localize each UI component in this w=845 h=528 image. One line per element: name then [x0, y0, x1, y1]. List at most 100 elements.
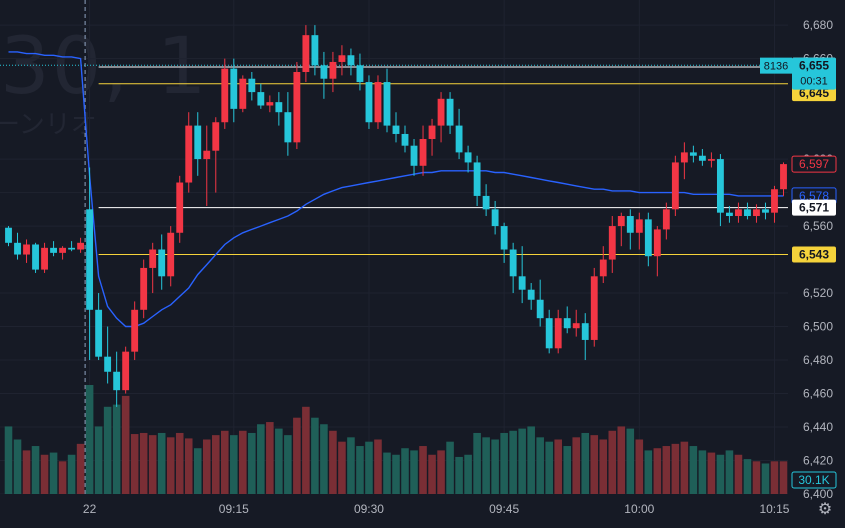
volume-bar [716, 454, 725, 494]
candle-body [257, 92, 265, 106]
candle-body [527, 289, 535, 300]
volume-bar [509, 430, 517, 494]
volume-bar [545, 441, 553, 494]
x-tick-label: 09:45 [489, 502, 519, 516]
last-price-countdown: 00:31 [800, 76, 828, 88]
candle-body [689, 152, 697, 156]
volume-bar [121, 395, 130, 494]
volume-bar [202, 439, 211, 494]
volume-bar [626, 428, 635, 494]
volume-bar [58, 461, 67, 494]
last-price-code-badge [760, 57, 792, 74]
volume-bar [572, 437, 581, 494]
candle-body [131, 309, 139, 352]
volume-bar [743, 459, 752, 494]
candle-body [185, 125, 193, 183]
volume-bar [184, 438, 193, 494]
candle-body [284, 112, 292, 143]
volume-bar [725, 450, 734, 494]
volume-bar [536, 437, 544, 494]
candle-body [671, 162, 679, 210]
volume-bar [752, 461, 761, 494]
candle-body [95, 309, 103, 357]
candle-body [383, 82, 391, 126]
candle-body [644, 219, 652, 257]
candle-body [293, 72, 301, 143]
price-label-text: 6,597 [799, 157, 829, 171]
volume-bar [689, 446, 698, 494]
candle-body [77, 242, 85, 250]
x-tick-label: 09:30 [354, 502, 384, 516]
last-price-badge [792, 57, 836, 90]
candle-body [401, 133, 409, 146]
y-tick-label: 6,480 [803, 353, 833, 367]
volume-bar [590, 435, 599, 494]
candle-body [113, 371, 121, 391]
candles [5, 25, 787, 407]
candle-body [68, 247, 76, 250]
candle-body [518, 276, 526, 290]
y-tick-label: 6,680 [803, 18, 833, 32]
candle-body [239, 78, 247, 109]
volume-bar [320, 424, 328, 494]
candle-body [771, 189, 778, 213]
moving-average-line [8, 51, 784, 328]
candle-body [653, 229, 661, 257]
candle-body [86, 209, 94, 310]
candle-body [311, 35, 319, 66]
watermark-name: ーンリオ [0, 110, 97, 140]
x-tick-label: 09:15 [219, 502, 249, 516]
candle-body [608, 226, 616, 260]
volume-bar [383, 452, 391, 494]
candle-body [500, 226, 508, 250]
price-label-text: 6,571 [799, 201, 829, 215]
volume-bar [698, 450, 707, 494]
volume-bar [49, 452, 58, 494]
candle-body [248, 78, 256, 93]
candle-body [473, 162, 481, 196]
settings-gear-icon[interactable]: ⚙ [817, 501, 833, 518]
volume-bar [356, 446, 364, 494]
y-tick-label: 6,560 [803, 219, 833, 233]
y-tick-label: 6,520 [803, 286, 833, 300]
candle-body [320, 65, 328, 79]
volume-bar [518, 428, 526, 494]
volume-bar [581, 432, 590, 494]
volume-bar [266, 422, 274, 494]
volume-bar [4, 426, 13, 494]
candle-body [753, 209, 760, 217]
volume-bar [293, 417, 301, 494]
candle-body [356, 65, 364, 83]
volume-bar [464, 454, 472, 494]
candle-body [482, 195, 490, 210]
volume-bar [446, 441, 454, 494]
price-label-badge [792, 246, 836, 263]
candle-body [50, 247, 57, 253]
candle-body [32, 244, 39, 270]
candle-body [167, 232, 175, 277]
candle-body [419, 138, 427, 166]
volume-bar [257, 424, 265, 494]
volume-bar [157, 432, 166, 494]
volume-bar [419, 446, 427, 494]
volume-bar [31, 446, 40, 494]
candle-body [455, 125, 463, 153]
candle-body [176, 182, 184, 233]
candle-body [212, 122, 220, 151]
y-tick-label: 6,420 [803, 454, 833, 468]
volume-bar [112, 404, 121, 494]
candle-body [545, 318, 553, 349]
candle-body [302, 35, 310, 73]
candle-body [149, 249, 157, 268]
volume-bar [374, 439, 382, 494]
candle-body [338, 55, 346, 62]
price-label-text: 6,578 [799, 189, 829, 203]
y-tick-label: 6,400 [803, 487, 833, 501]
candle-body [509, 249, 517, 277]
last-price-code: 8136 [764, 61, 788, 73]
volume-bar [680, 441, 689, 494]
candle-body [536, 299, 544, 319]
price-labels: 6,6556,6546,6456,5976,5786,5716,54381366… [760, 57, 837, 489]
